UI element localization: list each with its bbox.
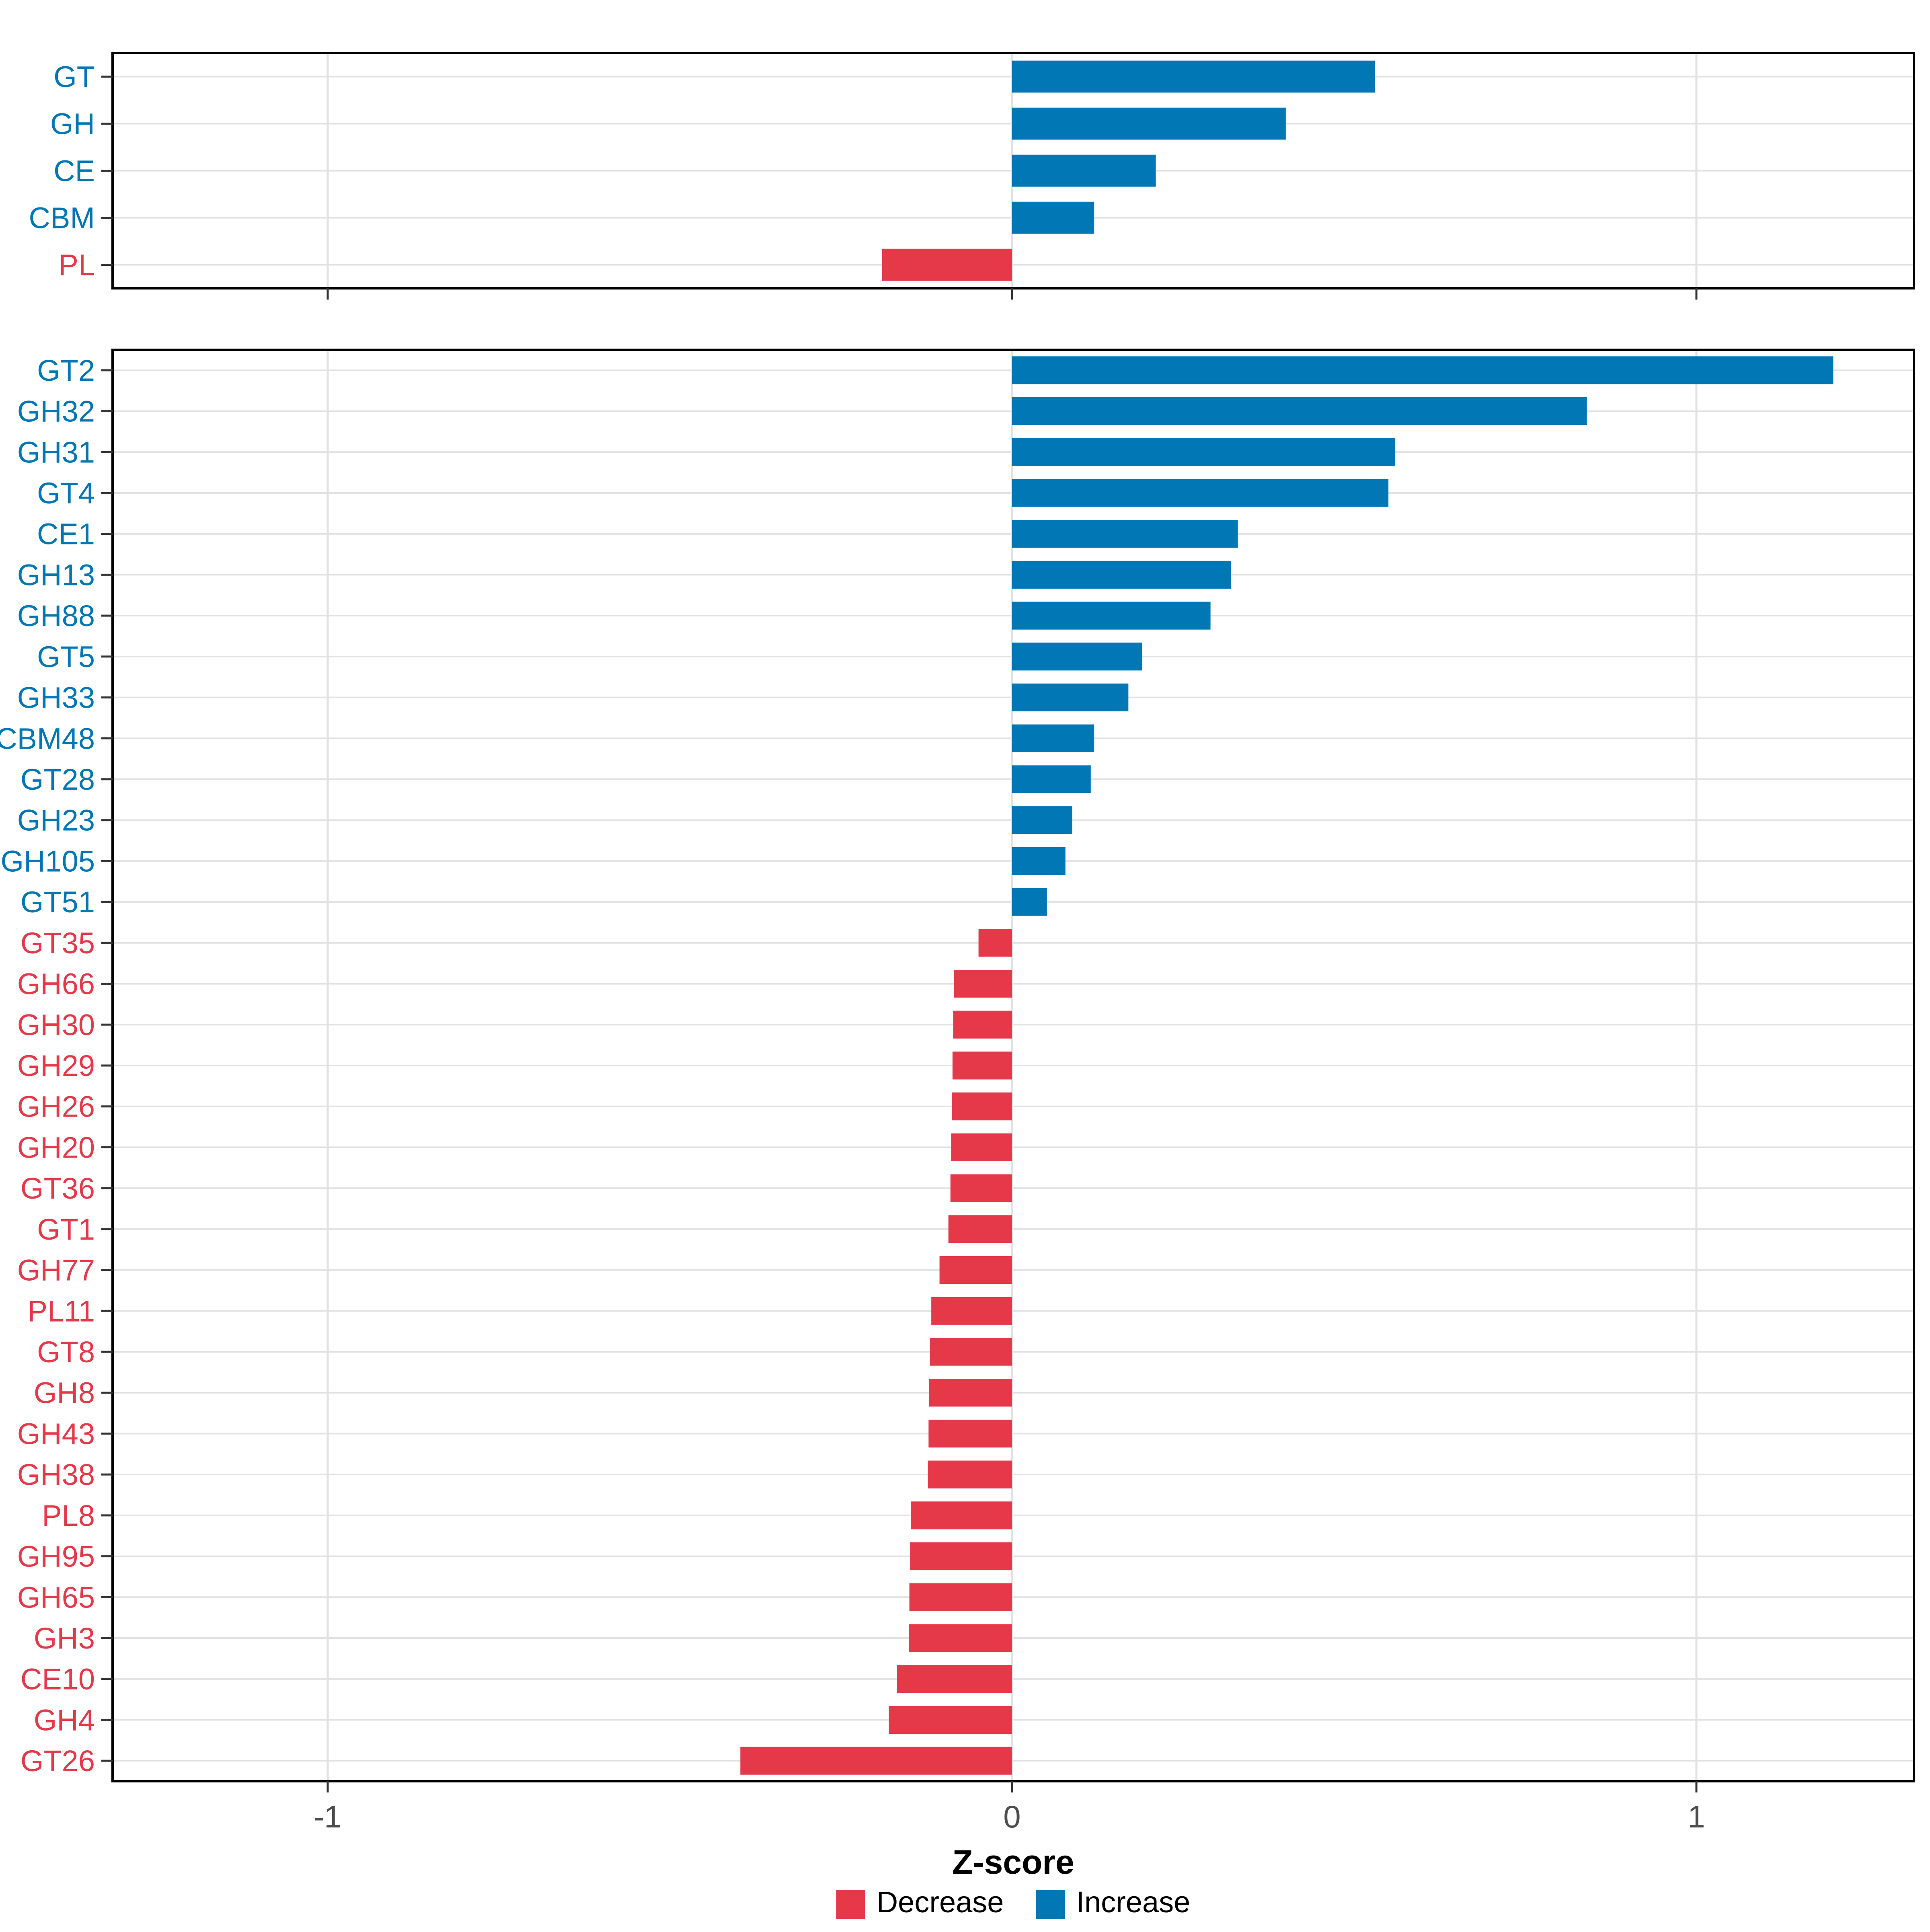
y-label-GT1: GT1 bbox=[37, 1213, 95, 1246]
bar-GH66 bbox=[954, 969, 1012, 998]
bar-PL8 bbox=[911, 1501, 1012, 1530]
y-label-GH29: GH29 bbox=[17, 1049, 95, 1082]
bar-PL11 bbox=[931, 1297, 1012, 1325]
y-label-CE1: CE1 bbox=[37, 517, 95, 551]
y-label-CE10: CE10 bbox=[21, 1663, 95, 1696]
bar-GH30 bbox=[953, 1010, 1012, 1039]
y-label-CE: CE bbox=[53, 154, 95, 188]
y-label-GH65: GH65 bbox=[17, 1581, 95, 1614]
bar-GH4 bbox=[889, 1706, 1012, 1734]
y-label-GT51: GT51 bbox=[21, 885, 95, 919]
bar-GH26 bbox=[952, 1092, 1012, 1121]
x-tick-label: 0 bbox=[1003, 1799, 1020, 1834]
bar-GH bbox=[1012, 107, 1286, 140]
y-label-GT8: GT8 bbox=[37, 1335, 95, 1369]
bar-GH31 bbox=[1012, 438, 1396, 466]
y-label-GT28: GT28 bbox=[21, 763, 95, 796]
y-label-GT: GT bbox=[53, 60, 95, 94]
bar-GH3 bbox=[908, 1624, 1012, 1652]
y-label-GH105: GH105 bbox=[1, 844, 95, 878]
y-label-GH38: GH38 bbox=[17, 1458, 95, 1491]
y-label-GT4: GT4 bbox=[37, 476, 95, 510]
y-label-GH95: GH95 bbox=[17, 1540, 95, 1573]
y-label-GH3: GH3 bbox=[34, 1622, 95, 1655]
y-label-GH26: GH26 bbox=[17, 1090, 95, 1123]
bar-GT35 bbox=[978, 929, 1012, 957]
bar-GT36 bbox=[950, 1174, 1012, 1202]
legend: Decrease Increase bbox=[836, 1885, 1190, 1919]
bar-GT4 bbox=[1012, 479, 1389, 507]
top-panel: GT GH CE CBM PL bbox=[29, 52, 1915, 300]
y-label-GH66: GH66 bbox=[17, 967, 95, 1001]
x-tick-label: 1 bbox=[1688, 1799, 1705, 1834]
y-label-CBM: CBM bbox=[29, 201, 95, 235]
bar-GT8 bbox=[930, 1338, 1012, 1366]
y-label-GH33: GH33 bbox=[17, 681, 95, 714]
bar-GH29 bbox=[952, 1051, 1012, 1080]
bar-GT2 bbox=[1012, 356, 1834, 384]
bar-GH105 bbox=[1012, 847, 1066, 875]
y-label-GH8: GH8 bbox=[34, 1376, 95, 1410]
bar-GT bbox=[1012, 60, 1375, 93]
bar-GH20 bbox=[951, 1133, 1012, 1162]
y-label-GT2: GT2 bbox=[37, 354, 95, 387]
bar-CE bbox=[1012, 154, 1156, 187]
bar-GH38 bbox=[928, 1460, 1012, 1489]
y-label-CBM48: CBM48 bbox=[0, 722, 95, 755]
y-label-GH: GH bbox=[50, 107, 95, 141]
bar-GH43 bbox=[928, 1419, 1012, 1448]
bar-GH65 bbox=[909, 1583, 1012, 1611]
bar-GT5 bbox=[1012, 643, 1142, 671]
x-axis-title: Z-score bbox=[952, 1843, 1074, 1881]
bar-CE1 bbox=[1012, 520, 1238, 548]
bar-GH23 bbox=[1012, 806, 1072, 834]
y-label-GH13: GH13 bbox=[17, 558, 95, 591]
bar-GT26 bbox=[740, 1747, 1012, 1775]
bar-CE10 bbox=[897, 1665, 1012, 1693]
y-label-GH20: GH20 bbox=[17, 1131, 95, 1164]
y-label-GT26: GT26 bbox=[21, 1744, 95, 1778]
bar-CBM48 bbox=[1012, 724, 1094, 752]
y-label-PL: PL bbox=[58, 248, 95, 282]
y-label-GH88: GH88 bbox=[17, 599, 95, 632]
bar-GH88 bbox=[1012, 602, 1211, 630]
x-axis: -1 0 1 bbox=[314, 1799, 1705, 1834]
x-tick-label: -1 bbox=[314, 1799, 341, 1834]
legend-label-decrease: Decrease bbox=[877, 1885, 1004, 1919]
bar-GT1 bbox=[948, 1215, 1012, 1243]
legend-swatch-decrease bbox=[836, 1890, 865, 1919]
legend-swatch-increase bbox=[1036, 1890, 1065, 1919]
y-label-GH4: GH4 bbox=[34, 1703, 95, 1737]
bar-PL bbox=[882, 248, 1012, 281]
legend-label-increase: Increase bbox=[1076, 1885, 1190, 1919]
bar-GH8 bbox=[929, 1379, 1012, 1407]
bar-GH13 bbox=[1012, 561, 1231, 589]
bar-GT51 bbox=[1012, 888, 1047, 916]
y-label-GT36: GT36 bbox=[21, 1172, 95, 1205]
y-label-GH32: GH32 bbox=[17, 395, 95, 428]
y-label-GH43: GH43 bbox=[17, 1417, 95, 1450]
y-label-PL11: PL11 bbox=[28, 1294, 95, 1328]
bar-GH33 bbox=[1012, 683, 1129, 712]
bar-GH95 bbox=[910, 1542, 1012, 1571]
bar-GH77 bbox=[939, 1256, 1012, 1284]
y-label-GH31: GH31 bbox=[17, 435, 95, 469]
bottom-panel: GT2 GH32 GH31 GT4 CE1 GH13 GH88 GT5 GH33 CBM48 GT2… bbox=[0, 349, 1915, 1792]
bar-GT28 bbox=[1012, 765, 1091, 793]
y-label-GT5: GT5 bbox=[37, 640, 95, 673]
bar-CBM bbox=[1012, 201, 1094, 234]
y-label-GT35: GT35 bbox=[21, 926, 95, 960]
bar-GH32 bbox=[1012, 397, 1587, 425]
y-label-GH77: GH77 bbox=[17, 1254, 95, 1287]
y-label-GH23: GH23 bbox=[17, 804, 95, 837]
y-label-GH30: GH30 bbox=[17, 1008, 95, 1041]
y-label-PL8: PL8 bbox=[42, 1499, 95, 1532]
